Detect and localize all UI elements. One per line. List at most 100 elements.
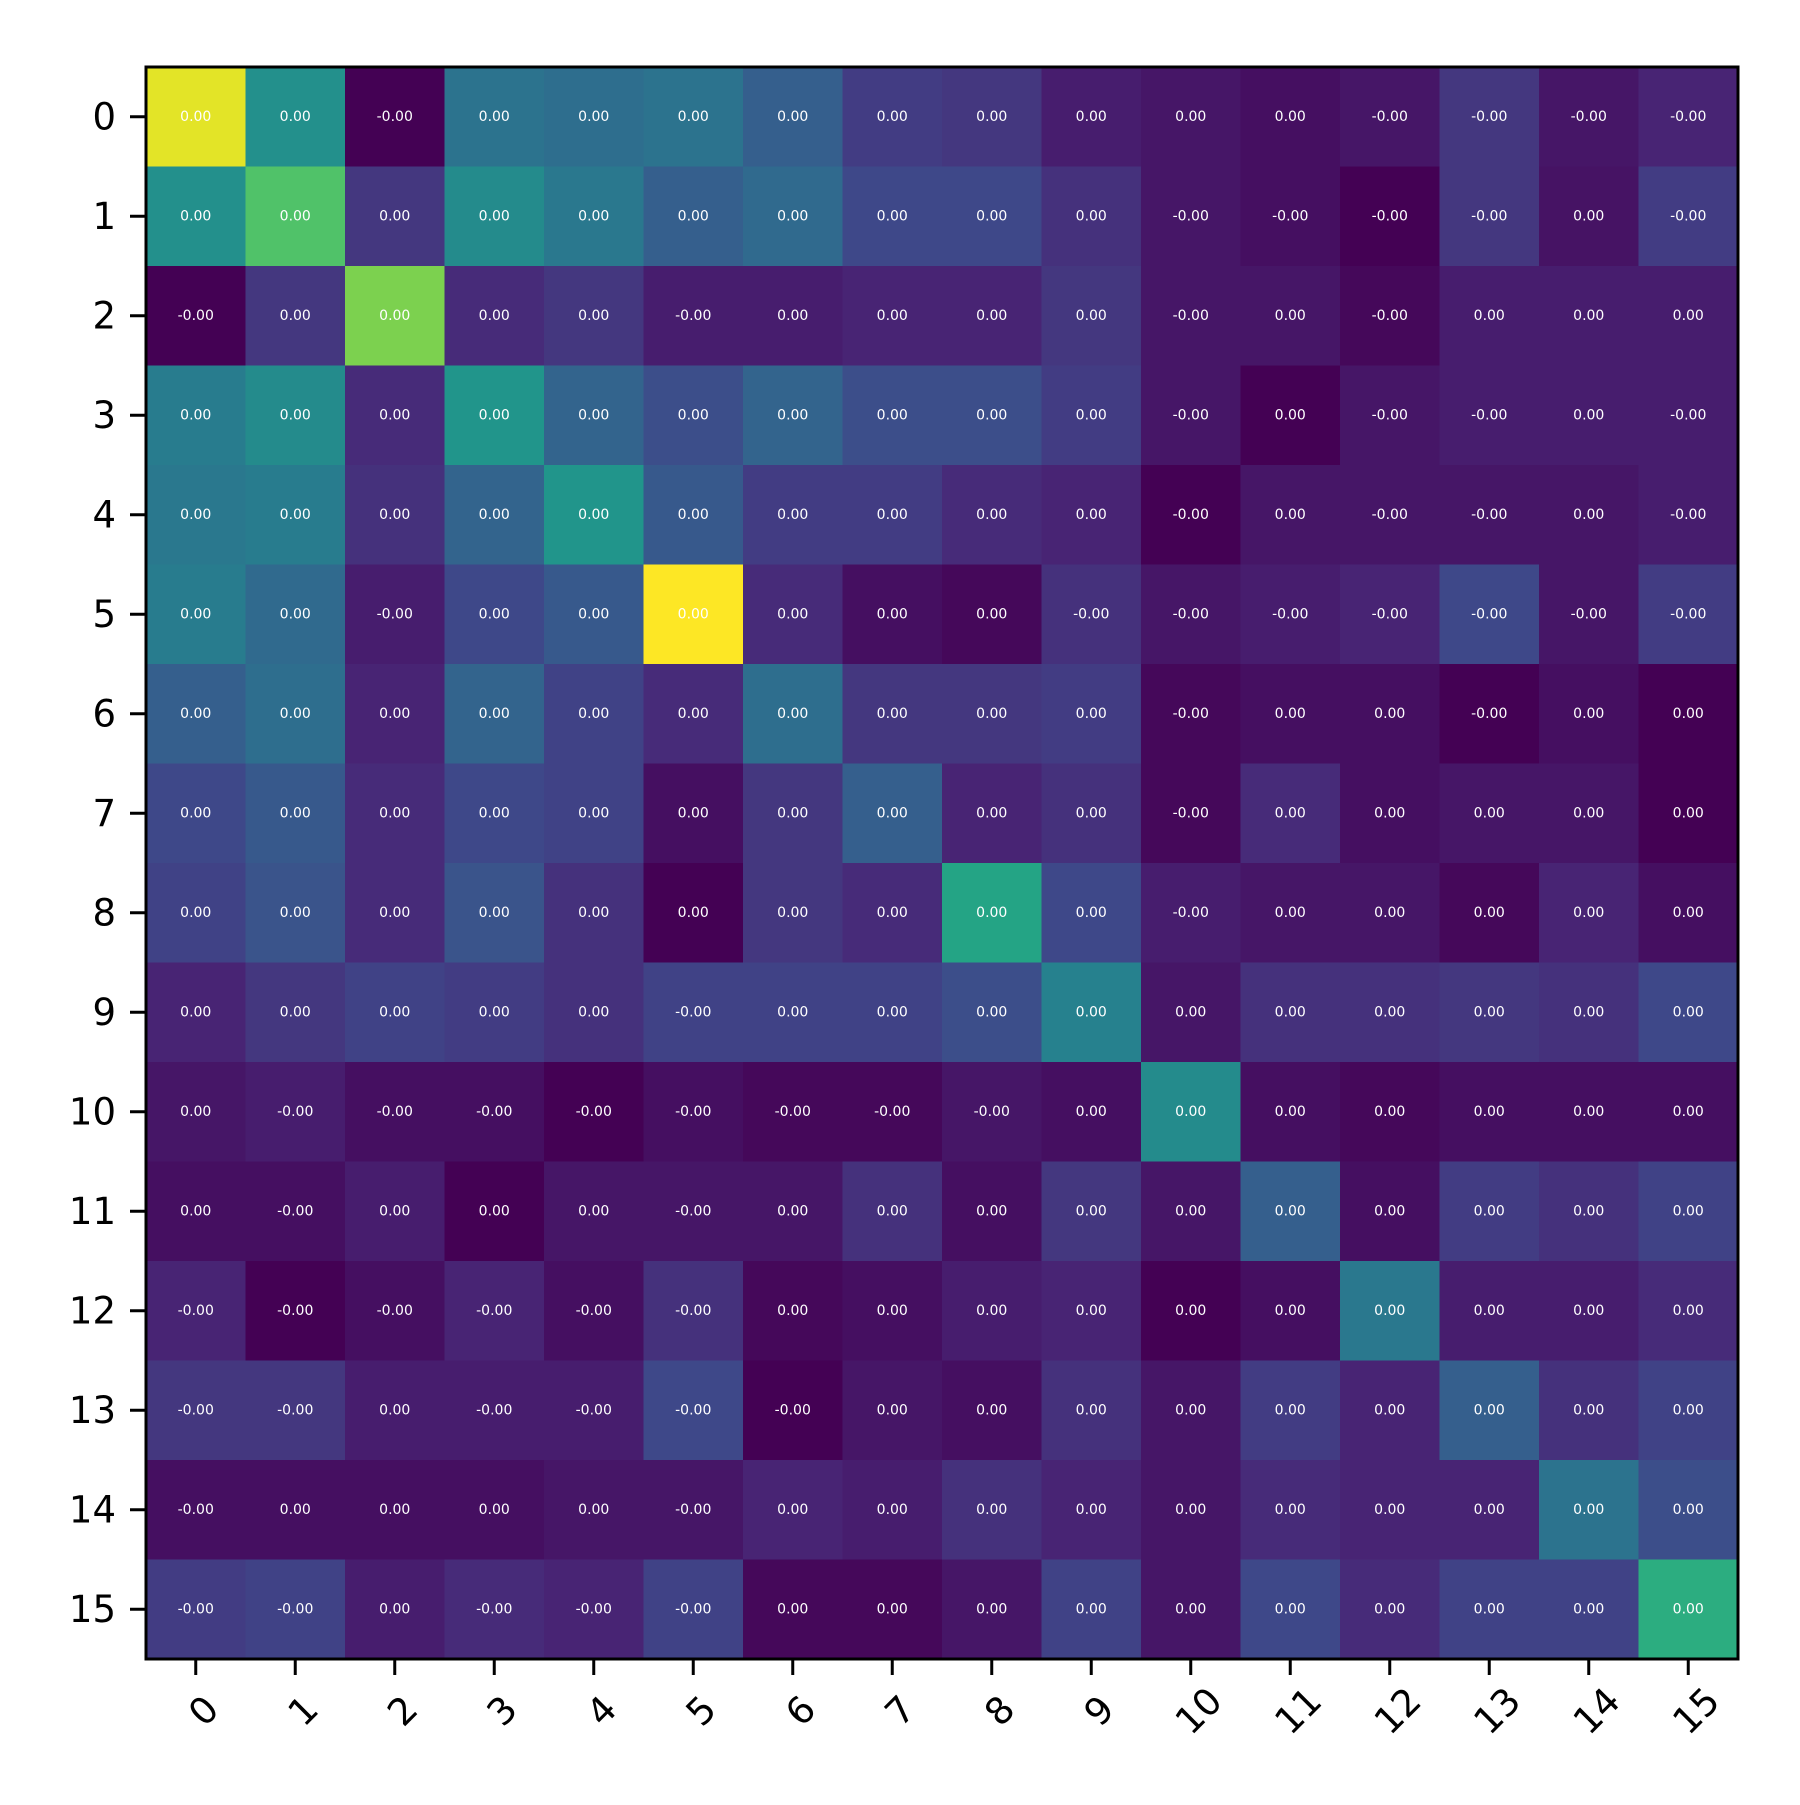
cell-label-7-15: 0.00 [1673, 805, 1704, 821]
heatmap-cell-10-2 [345, 1062, 445, 1162]
heatmap-cell-2-5 [643, 266, 744, 366]
heatmap-cell-0-4 [544, 67, 644, 167]
x-tick-label-5: 5 [678, 1687, 725, 1734]
heatmap-cell-10-7 [842, 1062, 943, 1162]
cell-label-11-10: 0.00 [1175, 1203, 1206, 1219]
cell-label-8-15: 0.00 [1673, 905, 1704, 921]
cell-label-5-15: -0.00 [1670, 606, 1706, 622]
heatmap-cell-1-2 [345, 166, 445, 267]
y-tick-label-4: 4 [92, 493, 116, 536]
cell-label-5-3: 0.00 [479, 606, 510, 622]
cell-label-12-9: 0.00 [1076, 1303, 1107, 1319]
cell-label-4-13: -0.00 [1471, 507, 1507, 523]
cell-label-10-0: 0.00 [180, 1104, 211, 1120]
cell-label-12-12: 0.00 [1374, 1303, 1405, 1319]
cell-label-12-8: 0.00 [976, 1303, 1007, 1319]
heatmap-cell-3-15 [1638, 365, 1739, 466]
cell-label-4-4: 0.00 [578, 507, 609, 523]
heatmap-cell-5-0 [146, 564, 246, 665]
cell-label-4-5: 0.00 [678, 507, 709, 523]
heatmap-cell-15-7 [842, 1559, 943, 1660]
cell-label-1-2: 0.00 [379, 208, 410, 224]
cell-label-0-0: 0.00 [180, 109, 211, 125]
heatmap-cell-13-0 [146, 1360, 246, 1461]
cell-label-15-7: 0.00 [877, 1601, 908, 1617]
cell-label-2-10: -0.00 [1173, 308, 1209, 324]
cell-label-15-14: 0.00 [1573, 1601, 1604, 1617]
heatmap-cell-0-7 [842, 67, 943, 167]
heatmap-cell-4-3 [444, 465, 545, 565]
heatmap-cell-0-1 [245, 67, 346, 167]
heatmap-cell-2-10 [1141, 266, 1241, 366]
cell-label-9-13: 0.00 [1474, 1004, 1505, 1020]
cell-label-12-1: -0.00 [277, 1303, 313, 1319]
cell-label-4-6: 0.00 [777, 507, 808, 523]
heatmap-cell-3-13 [1439, 365, 1540, 466]
heatmap-cell-7-6 [743, 763, 843, 864]
cell-label-13-7: 0.00 [877, 1402, 908, 1418]
cell-label-5-5: 0.00 [678, 606, 709, 622]
cell-label-5-9: -0.00 [1073, 606, 1109, 622]
cell-label-12-10: 0.00 [1175, 1303, 1206, 1319]
cell-label-1-15: -0.00 [1670, 208, 1706, 224]
heatmap-cell-14-9 [1041, 1460, 1142, 1560]
y-tick-label-8: 8 [92, 891, 116, 934]
cell-label-9-4: 0.00 [578, 1004, 609, 1020]
heatmap-cell-14-1 [245, 1460, 346, 1560]
cell-label-7-11: 0.00 [1275, 805, 1306, 821]
cell-label-10-15: 0.00 [1673, 1104, 1704, 1120]
heatmap-cell-12-6 [743, 1261, 843, 1361]
cell-label-6-10: -0.00 [1173, 706, 1209, 722]
cell-label-11-4: 0.00 [578, 1203, 609, 1219]
heatmap-cell-2-4 [544, 266, 644, 366]
cell-label-4-2: 0.00 [379, 507, 410, 523]
heatmap-cell-14-14 [1539, 1460, 1639, 1560]
cell-label-7-12: 0.00 [1374, 805, 1405, 821]
cell-label-12-11: 0.00 [1275, 1303, 1306, 1319]
heatmap-cell-0-11 [1240, 67, 1341, 167]
cell-label-10-11: 0.00 [1275, 1104, 1306, 1120]
y-tick-label-3: 3 [92, 394, 116, 437]
heatmap-cell-9-7 [842, 962, 943, 1063]
heatmap-cell-11-2 [345, 1161, 445, 1262]
cell-label-15-2: 0.00 [379, 1601, 410, 1617]
cell-label-3-4: 0.00 [578, 407, 609, 423]
heatmap-cell-11-15 [1638, 1161, 1739, 1262]
cell-label-2-11: 0.00 [1275, 308, 1306, 324]
cell-label-11-14: 0.00 [1573, 1203, 1604, 1219]
cell-label-5-11: -0.00 [1272, 606, 1308, 622]
cell-label-2-5: -0.00 [675, 308, 711, 324]
heatmap-cell-12-0 [146, 1261, 246, 1361]
cell-label-3-0: 0.00 [180, 407, 211, 423]
heatmap-cell-2-0 [146, 266, 246, 366]
y-tick-label-12: 12 [69, 1289, 116, 1332]
heatmap-cell-3-6 [743, 365, 843, 466]
heatmap-cell-5-4 [544, 564, 644, 665]
heatmap-cell-15-5 [643, 1559, 744, 1660]
heatmap-cell-10-14 [1539, 1062, 1639, 1162]
heatmap-cell-12-2 [345, 1261, 445, 1361]
heatmap-cell-11-11 [1240, 1161, 1341, 1262]
heatmap-cell-9-5 [643, 962, 744, 1063]
cell-label-8-12: 0.00 [1374, 905, 1405, 921]
heatmap-cell-11-1 [245, 1161, 346, 1262]
heatmap-cell-6-1 [245, 664, 346, 764]
heatmap-cell-11-13 [1439, 1161, 1540, 1262]
cell-label-14-14: 0.00 [1573, 1502, 1604, 1518]
cell-label-9-6: 0.00 [777, 1004, 808, 1020]
cell-label-8-8: 0.00 [976, 905, 1007, 921]
cell-label-11-1: -0.00 [277, 1203, 313, 1219]
y-tick-label-0: 0 [92, 95, 116, 138]
heatmap-cell-1-10 [1141, 166, 1241, 267]
cell-label-5-4: 0.00 [578, 606, 609, 622]
heatmap-cell-3-10 [1141, 365, 1241, 466]
y-tick-label-2: 2 [92, 294, 116, 337]
heatmap-cell-15-0 [146, 1559, 246, 1660]
heatmap-cell-12-8 [942, 1261, 1042, 1361]
y-tick-label-7: 7 [92, 792, 116, 835]
heatmap-cell-8-4 [544, 863, 644, 963]
heatmap-cell-13-6 [743, 1360, 843, 1461]
heatmap-cell-12-14 [1539, 1261, 1639, 1361]
cell-label-14-2: 0.00 [379, 1502, 410, 1518]
cell-label-4-9: 0.00 [1076, 507, 1107, 523]
